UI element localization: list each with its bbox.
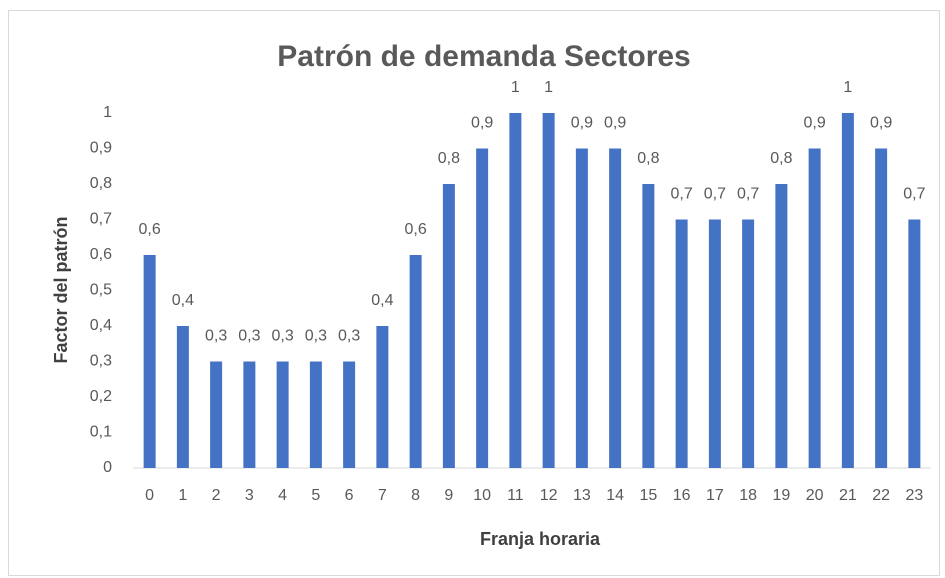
- value-label: 0,7: [903, 186, 925, 203]
- x-tick-label: 10: [473, 487, 491, 504]
- bar: [309, 361, 322, 468]
- bar: [609, 148, 622, 468]
- bar: [343, 361, 356, 468]
- bar: [442, 184, 455, 468]
- x-tick-label: 0: [145, 487, 154, 504]
- x-tick-label: 2: [212, 487, 221, 504]
- x-tick-label: 22: [872, 487, 890, 504]
- value-label: 0,3: [272, 328, 294, 345]
- bar: [808, 148, 821, 468]
- x-tick-label: 3: [245, 487, 254, 504]
- x-tick-label: 23: [905, 487, 923, 504]
- bar: [642, 184, 655, 468]
- y-tick-label: 0,8: [90, 175, 112, 192]
- x-tick-label: 7: [378, 487, 387, 504]
- value-label: 0,3: [305, 328, 327, 345]
- bar: [509, 113, 522, 468]
- x-tick-label: 14: [606, 487, 624, 504]
- value-label: 0,9: [571, 115, 593, 132]
- value-label: 0,6: [405, 221, 427, 238]
- bar: [708, 219, 721, 468]
- y-tick-label: 0,7: [90, 211, 112, 228]
- x-tick-label: 13: [573, 487, 591, 504]
- y-tick-label: 1: [103, 104, 112, 121]
- x-tick-label: 8: [411, 487, 420, 504]
- value-label: 0,8: [637, 150, 659, 167]
- bar: [875, 148, 888, 468]
- x-tick-label: 19: [772, 487, 790, 504]
- bar: [176, 326, 189, 468]
- value-label: 0,8: [438, 150, 460, 167]
- x-tick-label: 9: [444, 487, 453, 504]
- value-label: 0,9: [604, 115, 626, 132]
- x-tick-label: 4: [278, 487, 287, 504]
- bar: [409, 255, 422, 468]
- value-label: 0,9: [471, 115, 493, 132]
- value-label: 0,3: [205, 328, 227, 345]
- x-tick-label: 15: [639, 487, 657, 504]
- value-label: 0,6: [139, 221, 161, 238]
- x-tick-label: 5: [311, 487, 320, 504]
- bar: [575, 148, 588, 468]
- bar: [775, 184, 788, 468]
- y-tick-label: 0: [103, 459, 112, 476]
- y-tick-label: 0,3: [90, 353, 112, 370]
- value-label: 0,4: [172, 292, 194, 309]
- value-label: 0,7: [671, 186, 693, 203]
- x-tick-label: 17: [706, 487, 724, 504]
- value-label: 1: [843, 79, 852, 96]
- x-tick-label: 21: [839, 487, 857, 504]
- value-label: 1: [511, 79, 520, 96]
- value-label: 0,7: [704, 186, 726, 203]
- x-tick-label: 18: [739, 487, 757, 504]
- value-label: 0,3: [338, 328, 360, 345]
- value-label: 0,7: [737, 186, 759, 203]
- x-axis-title: Franja horaria: [480, 529, 601, 549]
- y-tick-label: 0,1: [90, 424, 112, 441]
- x-tick-label: 12: [540, 487, 558, 504]
- x-tick-label: 20: [806, 487, 824, 504]
- y-tick-label: 0,5: [90, 282, 112, 299]
- y-axis-title: Factor del patrón: [51, 216, 71, 363]
- value-label: 1: [544, 79, 553, 96]
- value-label: 0,4: [371, 292, 393, 309]
- bar: [675, 219, 688, 468]
- y-tick-label: 0,9: [90, 140, 112, 157]
- value-label: 0,8: [770, 150, 792, 167]
- bar: [908, 219, 921, 468]
- y-tick-label: 0,4: [90, 317, 112, 334]
- value-label: 0,3: [238, 328, 260, 345]
- x-tick-label: 11: [507, 487, 524, 504]
- x-tick-label: 16: [673, 487, 691, 504]
- x-tick-label: 1: [178, 487, 187, 504]
- bar: [276, 361, 289, 468]
- bar: [476, 148, 489, 468]
- chart-title: Patrón de demanda Sectores: [277, 40, 690, 73]
- bar: [376, 326, 389, 468]
- bar: [143, 255, 156, 468]
- bar: [243, 361, 256, 468]
- value-label: 0,9: [804, 115, 826, 132]
- bar: [742, 219, 755, 468]
- y-tick-label: 0,6: [90, 246, 112, 263]
- y-tick-label: 0,2: [90, 388, 112, 405]
- x-tick-label: 6: [345, 487, 354, 504]
- bar: [542, 113, 555, 468]
- bar: [841, 113, 854, 468]
- value-label: 0,9: [870, 115, 892, 132]
- bar: [210, 361, 223, 468]
